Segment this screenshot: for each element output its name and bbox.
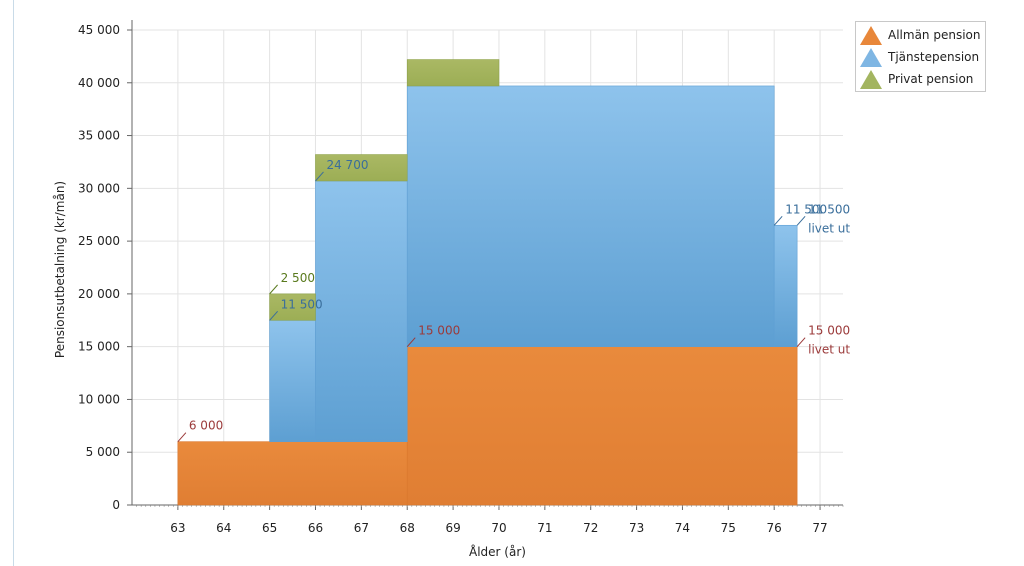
legend-item: Tjänstepension	[856, 46, 985, 68]
area-segment-tj-nstepension	[406, 85, 775, 347]
legend-label: Tjänstepension	[888, 50, 980, 64]
x-tick-label: 68	[400, 521, 415, 535]
legend-label: Privat pension	[888, 72, 974, 86]
area-segment-privat-pension	[406, 59, 500, 87]
triangle-icon	[860, 25, 882, 45]
x-tick-label: 77	[812, 521, 827, 535]
annotation-label: 24 700	[326, 158, 368, 172]
annotation-label: 6 000	[189, 419, 223, 433]
annotation-leader	[315, 171, 324, 182]
y-tick-label: 5 000	[86, 445, 120, 459]
x-axis-title: Ålder (år)	[469, 544, 526, 559]
annotation-leader	[177, 432, 187, 442]
triangle-icon	[860, 47, 882, 67]
annotation-leader	[796, 337, 806, 347]
y-tick-label: 15 000	[78, 340, 120, 354]
annotation-label: 11 500	[808, 202, 850, 216]
x-tick-label: 70	[491, 521, 506, 535]
area-segment-tj-nstepension	[773, 224, 798, 347]
x-tick-label: 75	[721, 521, 736, 535]
x-tick-label: 67	[354, 521, 369, 535]
area-segment-allm-n-pension	[177, 441, 408, 506]
annotation-label: 11 500	[785, 202, 827, 216]
y-tick-label: 25 000	[78, 234, 120, 248]
y-tick-label: 10 000	[78, 392, 120, 406]
area-segment-privat-pension	[269, 293, 316, 321]
y-tick-label: 20 000	[78, 287, 120, 301]
annotation-label: livet ut	[808, 343, 850, 357]
x-tick-label: 63	[170, 521, 185, 535]
x-tick-label: 66	[308, 521, 323, 535]
legend-item: Allmän pension	[856, 24, 985, 46]
annotation-label: livet ut	[808, 221, 850, 235]
annotation-label: 11 500	[281, 297, 323, 311]
annotation-leader	[406, 337, 416, 347]
annotation-leader	[269, 284, 278, 295]
triangle-icon	[860, 69, 882, 89]
x-tick-label: 73	[629, 521, 644, 535]
area-segment-allm-n-pension	[406, 346, 798, 506]
annotation-leader	[796, 215, 806, 226]
y-tick-label: 30 000	[78, 181, 120, 195]
x-tick-label: 65	[262, 521, 277, 535]
x-tick-label: 76	[767, 521, 782, 535]
annotation-leader	[773, 215, 783, 226]
y-tick-label: 45 000	[78, 23, 120, 37]
y-tick-label: 0	[112, 498, 120, 512]
x-tick-label: 69	[445, 521, 460, 535]
area-segment-privat-pension	[315, 154, 408, 182]
annotation-leader	[269, 310, 278, 321]
legend-item: Privat pension	[856, 68, 985, 90]
y-axis-title: Pensionsutbetalning (kr/mån)	[53, 181, 67, 358]
annotation-label: 15 000	[418, 324, 460, 338]
x-tick-label: 71	[537, 521, 552, 535]
y-tick-label: 35 000	[78, 129, 120, 143]
annotation-label: 2 500	[281, 271, 315, 285]
x-tick-label: 74	[675, 521, 690, 535]
x-tick-label: 72	[583, 521, 598, 535]
area-segment-tj-nstepension	[315, 180, 408, 442]
legend: Allmän pension Tjänstepension Privat pensi…	[855, 21, 986, 92]
left-border	[13, 0, 14, 566]
x-tick-label: 64	[216, 521, 231, 535]
y-tick-label: 40 000	[78, 76, 120, 90]
annotation-label: 15 000	[808, 324, 850, 338]
legend-label: Allmän pension	[888, 28, 981, 42]
area-segment-tj-nstepension	[269, 319, 316, 442]
